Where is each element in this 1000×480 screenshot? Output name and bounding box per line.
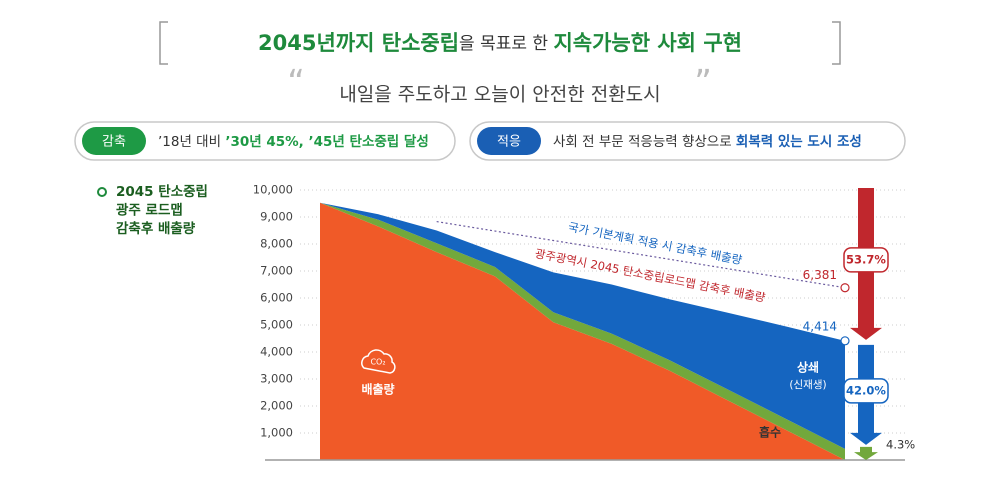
quote-mark: ”	[694, 63, 712, 103]
bracket-right	[832, 21, 841, 65]
bracket-left	[159, 21, 168, 65]
share-label: 4.3%	[886, 437, 915, 451]
reference-end-marker	[840, 283, 850, 293]
share-arrow	[854, 446, 878, 460]
quote-mark: “	[287, 63, 305, 103]
pill-emphasis: ’30년 45%, ’45년 탄소중립 달성	[225, 133, 428, 150]
title-part: 2045년까지 탄소중립	[258, 31, 459, 55]
title: 2045년까지 탄소중립을 목표로 한 지속가능한 사회 구현	[258, 31, 742, 55]
series-sublabel: (신재생)	[789, 379, 826, 391]
pill	[469, 121, 906, 161]
pill-badge-label: 감축	[102, 135, 126, 150]
co2-cloud	[361, 349, 396, 374]
y-tick-label: 10,000	[253, 183, 293, 197]
y-tick-label: 9,000	[260, 210, 293, 224]
y-tick-label: 5,000	[260, 318, 293, 332]
pill-emphasis: 회복력 있는 도시 조성	[736, 134, 862, 150]
y-tick-label: 3,000	[260, 372, 293, 386]
total-marker	[840, 336, 850, 346]
title-part: 을 목표로 한	[459, 34, 553, 54]
area-0	[320, 202, 845, 460]
pill-text: 사회 전 부문 적응능력 향상으로 회복력 있는 도시 조성	[553, 134, 862, 150]
series-label: 상쇄	[797, 360, 819, 375]
legend-title: 감축후 배출량	[116, 220, 196, 237]
pill-badge	[82, 127, 146, 155]
pill-text: ’18년 대비 ’30년 45%, ’45년 탄소중립 달성	[158, 133, 429, 150]
pill-badge	[477, 127, 541, 155]
legend-marker	[97, 187, 107, 197]
y-tick-label: 1,000	[260, 426, 293, 440]
share-label: 53.7%	[846, 252, 886, 266]
legend-title: 2045 탄소중립	[116, 183, 208, 200]
y-tick-label: 2,000	[260, 399, 293, 413]
y-tick-label: 7,000	[260, 264, 293, 278]
pill-text-part: ’18년 대비	[158, 134, 225, 150]
pill-badge-label: 적응	[497, 135, 521, 150]
total-value-label: 4,414	[803, 319, 837, 333]
y-tick-label: 6,000	[260, 291, 293, 305]
share-label-box	[843, 378, 889, 404]
series-label: 흡수	[759, 425, 781, 440]
share-label: 42.0%	[846, 383, 886, 397]
legend-title: 광주 로드맵	[116, 202, 183, 219]
y-tick-label: 8,000	[260, 237, 293, 251]
title-part: 지속가능한 사회 구현	[553, 31, 742, 55]
pill	[74, 121, 456, 161]
reference-line	[436, 220, 846, 289]
pills: 감축 ’18년 대비 ’30년 45%, ’45년 탄소중립 달성 적응 사회 전 부…	[74, 121, 906, 161]
reference-value-label: 6,381	[803, 268, 837, 282]
y-tick-label: 4,000	[260, 345, 293, 359]
pill-text-part: 사회 전 부문 적응능력 향상으로	[553, 134, 736, 150]
co2-icon-label: CO₂	[370, 358, 385, 367]
area-1	[320, 202, 845, 460]
share-label-box	[843, 247, 889, 273]
subtitle: 내일을 주도하고 오늘이 안전한 전환도시	[339, 84, 660, 106]
area-2	[320, 202, 845, 449]
series-label: 배출량	[361, 382, 394, 397]
